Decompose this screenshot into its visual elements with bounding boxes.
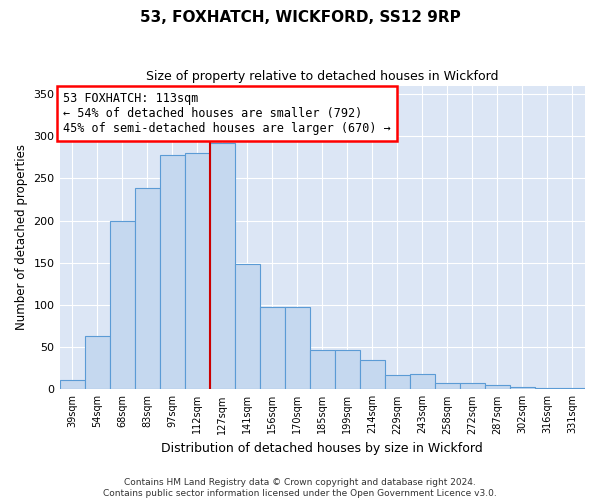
Text: 53 FOXHATCH: 113sqm
← 54% of detached houses are smaller (792)
45% of semi-detac: 53 FOXHATCH: 113sqm ← 54% of detached ho… xyxy=(63,92,391,136)
Bar xyxy=(360,360,385,390)
Bar xyxy=(110,220,134,390)
Bar xyxy=(335,350,360,390)
Title: Size of property relative to detached houses in Wickford: Size of property relative to detached ho… xyxy=(146,70,499,83)
Bar xyxy=(160,154,185,390)
Bar xyxy=(385,375,410,390)
Bar xyxy=(209,143,235,390)
Text: 53, FOXHATCH, WICKFORD, SS12 9RP: 53, FOXHATCH, WICKFORD, SS12 9RP xyxy=(140,10,460,25)
Bar xyxy=(285,308,310,390)
Bar xyxy=(59,380,85,390)
Y-axis label: Number of detached properties: Number of detached properties xyxy=(15,144,28,330)
Bar xyxy=(535,388,560,390)
Bar xyxy=(410,374,435,390)
Text: Contains HM Land Registry data © Crown copyright and database right 2024.
Contai: Contains HM Land Registry data © Crown c… xyxy=(103,478,497,498)
X-axis label: Distribution of detached houses by size in Wickford: Distribution of detached houses by size … xyxy=(161,442,483,455)
Bar xyxy=(560,388,585,390)
Bar xyxy=(510,387,535,390)
Bar xyxy=(185,153,209,390)
Bar xyxy=(310,350,335,390)
Bar xyxy=(85,336,110,390)
Bar xyxy=(134,188,160,390)
Bar xyxy=(260,308,285,390)
Bar xyxy=(235,264,260,390)
Bar xyxy=(485,385,510,390)
Bar xyxy=(435,382,460,390)
Bar xyxy=(460,382,485,390)
